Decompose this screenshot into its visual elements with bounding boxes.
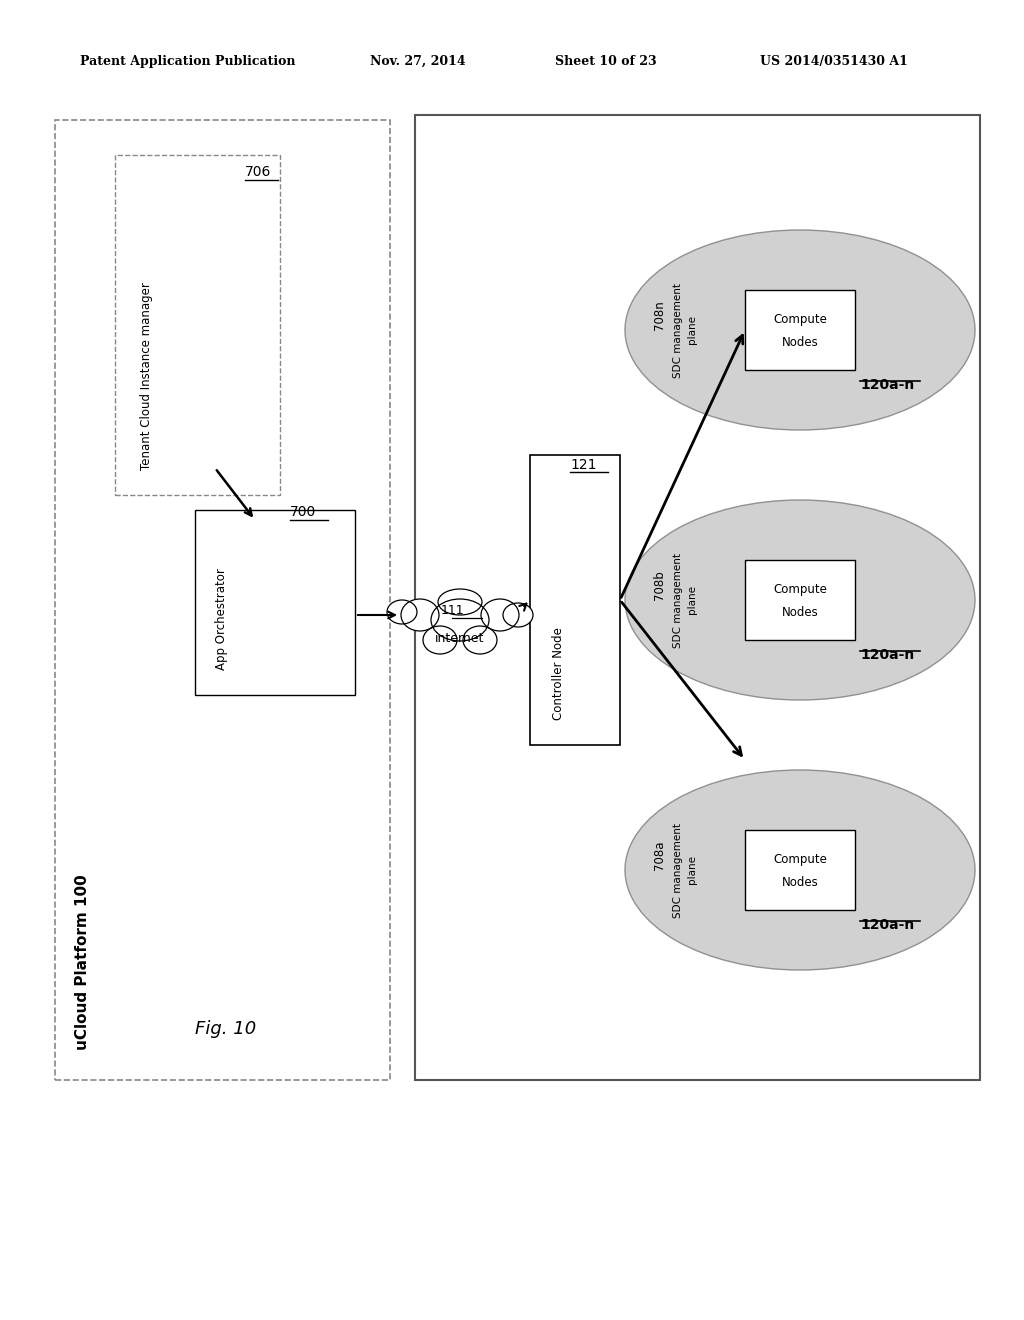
Text: plane: plane <box>687 586 697 615</box>
FancyBboxPatch shape <box>115 154 280 495</box>
Text: Nodes: Nodes <box>781 606 818 619</box>
Text: Compute: Compute <box>773 854 827 866</box>
FancyBboxPatch shape <box>195 510 355 696</box>
Text: 708a: 708a <box>653 841 667 870</box>
Text: Fig. 10: Fig. 10 <box>195 1020 256 1038</box>
Ellipse shape <box>431 599 489 642</box>
Ellipse shape <box>625 500 975 700</box>
Text: Patent Application Publication: Patent Application Publication <box>80 55 296 69</box>
Text: 708n: 708n <box>653 300 667 330</box>
Text: 111: 111 <box>440 603 464 616</box>
Ellipse shape <box>463 626 497 653</box>
Text: internet: internet <box>435 631 484 644</box>
FancyBboxPatch shape <box>745 290 855 370</box>
Text: plane: plane <box>687 315 697 345</box>
Text: plane: plane <box>687 855 697 884</box>
Text: SDC management: SDC management <box>673 822 683 917</box>
Text: 121: 121 <box>570 458 597 473</box>
Text: Nodes: Nodes <box>781 875 818 888</box>
Text: 706: 706 <box>245 165 271 180</box>
Ellipse shape <box>401 599 439 631</box>
FancyBboxPatch shape <box>745 560 855 640</box>
Text: 708b: 708b <box>653 570 667 599</box>
Text: 120a-n: 120a-n <box>860 648 914 663</box>
Ellipse shape <box>423 626 457 653</box>
Text: 700: 700 <box>290 506 316 519</box>
Text: App Orchestrator: App Orchestrator <box>215 568 228 671</box>
Text: Compute: Compute <box>773 314 827 326</box>
Text: 120a-n: 120a-n <box>860 917 914 932</box>
Text: Nov. 27, 2014: Nov. 27, 2014 <box>370 55 466 69</box>
Text: SDC management: SDC management <box>673 553 683 648</box>
Ellipse shape <box>503 603 534 627</box>
Ellipse shape <box>481 599 519 631</box>
Ellipse shape <box>625 230 975 430</box>
Text: Sheet 10 of 23: Sheet 10 of 23 <box>555 55 656 69</box>
FancyBboxPatch shape <box>745 830 855 909</box>
Text: Controller Node: Controller Node <box>552 627 565 719</box>
FancyBboxPatch shape <box>530 455 620 744</box>
Text: SDC management: SDC management <box>673 282 683 378</box>
Ellipse shape <box>438 589 482 615</box>
Ellipse shape <box>387 601 417 624</box>
Text: Nodes: Nodes <box>781 335 818 348</box>
Text: 120a-n: 120a-n <box>860 378 914 392</box>
Text: US 2014/0351430 A1: US 2014/0351430 A1 <box>760 55 908 69</box>
Ellipse shape <box>625 770 975 970</box>
Text: uCloud Platform 100: uCloud Platform 100 <box>75 874 90 1049</box>
Text: Tenant Cloud Instance manager: Tenant Cloud Instance manager <box>140 282 153 470</box>
Text: Compute: Compute <box>773 583 827 597</box>
